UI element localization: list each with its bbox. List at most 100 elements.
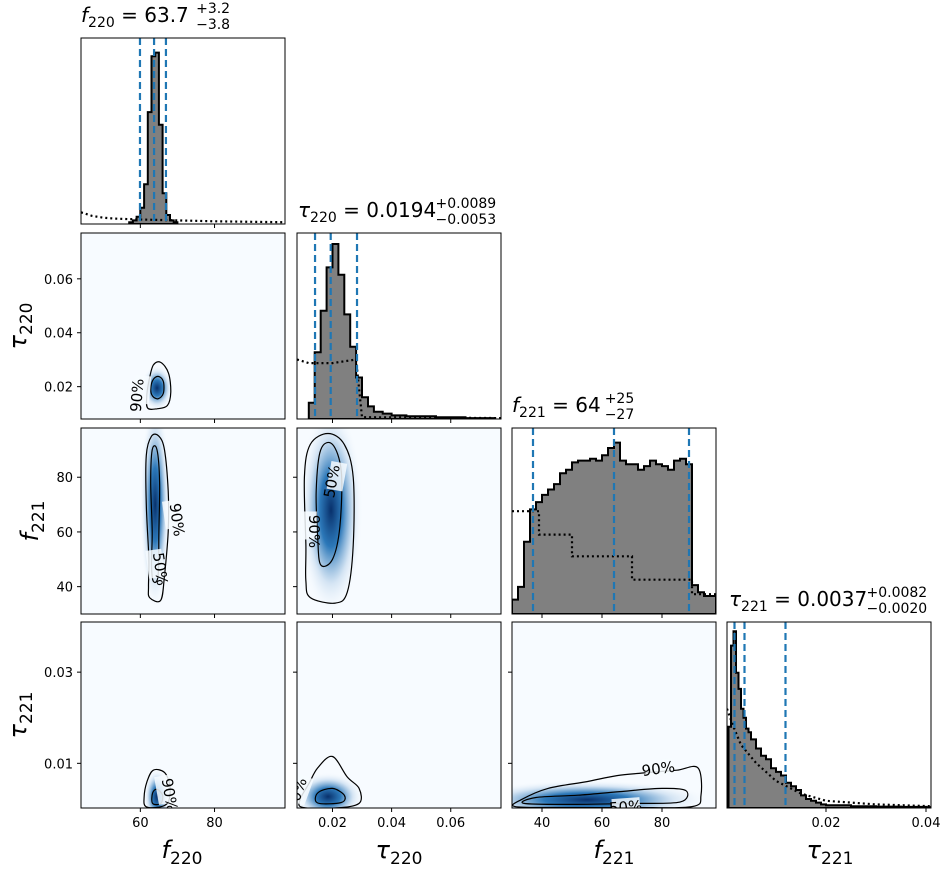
y-tick-label: 40 <box>56 581 73 596</box>
x-tick-label: 40 <box>534 816 551 831</box>
axes-frame <box>80 621 286 809</box>
title-lower-error: −0.0053 <box>436 212 497 228</box>
svg-text:f220 = 63.7: f220 = 63.7 <box>81 3 189 31</box>
contour-90 <box>303 432 355 604</box>
density-fill <box>512 780 710 808</box>
x-tick-label: 80 <box>206 816 223 831</box>
title-lower-error: −3.8 <box>196 17 230 33</box>
x-tick-label: 0.02 <box>812 816 841 831</box>
density-background <box>81 428 285 614</box>
contour-label-90: 90% <box>305 515 323 548</box>
x-tick-label: 80 <box>654 816 671 831</box>
density-background <box>81 233 285 419</box>
contour-50 <box>315 441 343 567</box>
svg-text:f221: f221 <box>594 836 635 869</box>
title-upper-error: +3.2 <box>196 1 230 17</box>
title-upper-error: +25 <box>605 391 635 407</box>
x-axis-label-f220: f220 <box>162 836 203 869</box>
density-f221-tau221: 90% 50% <box>511 621 717 817</box>
svg-text:f221 = 64: f221 = 64 <box>512 393 601 421</box>
axes-frame <box>511 427 717 615</box>
contour-label-bg <box>326 461 348 492</box>
contour-label-bg <box>154 774 175 805</box>
svg-text:f221: f221 <box>16 501 49 542</box>
title-lower-error: −0.0020 <box>867 601 928 617</box>
contour-label-90: 90% <box>158 777 182 813</box>
title-upper-error: +0.0082 <box>867 585 928 601</box>
marginal-tau220 <box>296 232 502 420</box>
y-tick-label: 80 <box>56 471 73 486</box>
svg-text:τ221: τ221 <box>807 836 854 869</box>
density-background <box>81 622 285 808</box>
density-tau220-f221: 50%90% <box>296 427 502 615</box>
axes-frame <box>296 621 502 809</box>
axes-frame <box>511 621 717 809</box>
contour-label-50: 50% <box>320 463 344 499</box>
contour-label-90: 90% <box>641 758 677 780</box>
contour-50 <box>521 787 689 806</box>
x-tick-label: 60 <box>132 816 149 831</box>
contour-label-bg <box>644 757 674 778</box>
histogram-tau220 <box>307 243 497 419</box>
y-tick-label: 60 <box>56 526 73 541</box>
prior-tau221 <box>727 708 931 808</box>
title-tau220: τ220 = 0.0194 +0.0089−0.0053 <box>298 196 496 228</box>
contour-label-bg <box>162 499 182 530</box>
axes-frame <box>80 37 286 225</box>
contour-label-bg <box>300 511 317 540</box>
density-background <box>512 622 716 808</box>
contour-label-50: 50% <box>608 797 643 817</box>
axes-frame <box>80 427 286 615</box>
density-tau220-tau221: 90% <box>296 621 502 809</box>
title-lower-error: −27 <box>605 407 635 423</box>
contour-50 <box>314 787 346 805</box>
prior-tau220 <box>297 358 501 419</box>
axes-frame <box>296 232 502 420</box>
x-tick-label: 0.04 <box>377 816 406 831</box>
density-f220-tau221: 90% <box>80 621 286 813</box>
title-f221: f221 = 64 +25−27 <box>512 391 634 423</box>
density-fill <box>299 428 363 614</box>
x-axis-label-tau221: τ221 <box>807 836 854 869</box>
marginal-tau221 <box>726 621 932 809</box>
y-tick-label: 0.03 <box>44 666 73 681</box>
contour-label-bg <box>297 773 314 806</box>
title-upper-error: +0.0089 <box>436 196 497 212</box>
svg-text:τ221: τ221 <box>4 692 37 739</box>
x-tick-label: 0.02 <box>318 816 347 831</box>
x-tick-label: 0.06 <box>436 816 465 831</box>
marginal-f221 <box>511 427 717 615</box>
axes-frame <box>80 232 286 420</box>
svg-text:τ220 = 0.0194: τ220 = 0.0194 <box>298 198 436 226</box>
prior-f221 <box>512 510 716 596</box>
y-axis-label-tau220: τ220 <box>4 303 37 350</box>
density-f220-tau220: 90% <box>80 232 286 420</box>
y-tick-label: 0.02 <box>44 381 73 396</box>
x-tick-label: 0.04 <box>912 816 941 831</box>
svg-text:τ220: τ220 <box>4 303 37 350</box>
y-axis-label-tau221: τ221 <box>4 692 37 739</box>
density-fill <box>297 772 364 808</box>
y-tick-label: 0.04 <box>44 327 73 342</box>
contour-label-90: 90% <box>166 502 188 538</box>
contour-label-bg <box>133 375 152 405</box>
axes-frame <box>296 427 502 615</box>
contour-label-50: 50% <box>149 551 171 587</box>
marginal-f220 <box>80 37 286 225</box>
contour-50 <box>150 375 165 400</box>
contour-label-90: 90% <box>127 378 148 413</box>
x-tick-label: 60 <box>594 816 611 831</box>
prior-f220 <box>81 211 285 224</box>
contour-90 <box>143 768 171 808</box>
svg-text:τ220: τ220 <box>376 836 423 869</box>
axes-frame <box>726 621 932 809</box>
y-tick-label: 0.01 <box>44 757 73 772</box>
density-f220-f221: 90%50% <box>80 427 286 615</box>
x-axis-label-tau220: τ220 <box>376 836 423 869</box>
y-tick-label: 0.06 <box>44 273 73 288</box>
contour-label-bg <box>611 797 641 808</box>
x-axis-label-f221: f221 <box>594 836 635 869</box>
title-tau221: τ221 = 0.0037 +0.0082−0.0020 <box>729 585 927 617</box>
histogram-tau221 <box>727 630 931 808</box>
